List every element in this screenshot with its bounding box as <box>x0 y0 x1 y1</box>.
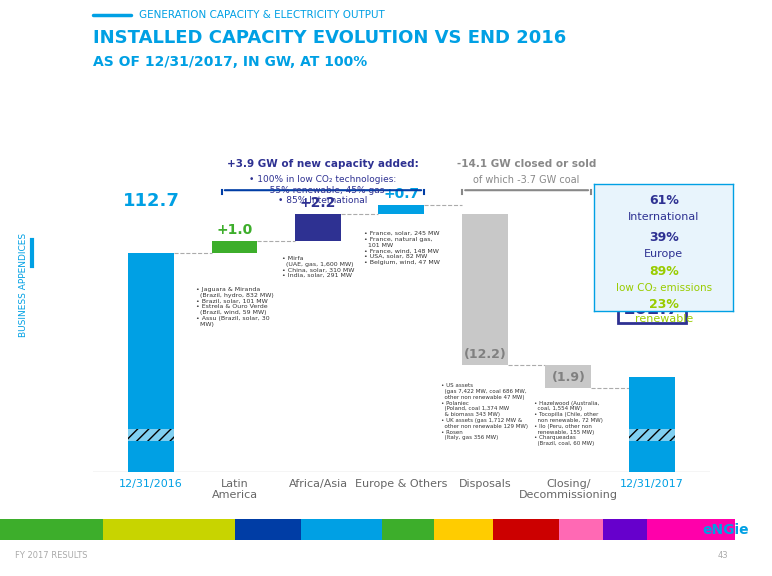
Bar <box>559 520 603 540</box>
Text: 61%: 61% <box>649 195 679 207</box>
Text: BUSINESS APPENDICES: BUSINESS APPENDICES <box>19 233 28 337</box>
Text: 112.7: 112.7 <box>123 192 180 210</box>
Text: 89%: 89% <box>649 266 679 278</box>
Text: Latin
America: Latin America <box>212 479 258 500</box>
Bar <box>235 520 301 540</box>
Text: GENERATION CAPACITY & ELECTRICITY OUTPUT: GENERATION CAPACITY & ELECTRICITY OUTPUT <box>139 10 384 20</box>
Bar <box>493 520 559 540</box>
Bar <box>301 520 382 540</box>
Text: +3.9 GW of new capacity added:: +3.9 GW of new capacity added: <box>227 159 419 169</box>
Text: • Hazelwood (Australia,
  coal, 1,554 MW)
• Tocopilla (Chile, other
  non renewa: • Hazelwood (Australia, coal, 1,554 MW) … <box>534 400 603 446</box>
Bar <box>629 377 675 472</box>
Text: Europe & Others: Europe & Others <box>355 479 448 488</box>
Text: • US assets
  (gas 7,422 MW, coal 686 MW,
  other non renewable 47 MW)
• Polanie: • US assets (gas 7,422 MW, coal 686 MW, … <box>442 383 528 441</box>
Bar <box>462 214 508 365</box>
Text: (12.2): (12.2) <box>463 348 506 361</box>
Text: +0.7: +0.7 <box>384 187 419 202</box>
Text: (1.9): (1.9) <box>551 372 585 384</box>
Bar <box>59 520 103 540</box>
Bar <box>128 253 174 472</box>
Text: +2.2: +2.2 <box>300 196 336 210</box>
Bar <box>382 520 434 540</box>
Text: • France, solar, 245 MW
• France, natural gas,
  101 MW
• France, wind, 148 MW
•: • France, solar, 245 MW • France, natura… <box>364 231 439 265</box>
Text: 39%: 39% <box>649 231 679 244</box>
Bar <box>0 520 59 540</box>
Text: • Jaguara & Miranda
  (Brazil, hydro, 832 MW)
• Brazil, solar, 101 MW
• Estrela : • Jaguara & Miranda (Brazil, hydro, 832 … <box>195 287 273 327</box>
Bar <box>103 520 235 540</box>
Text: • 100% in low CO₂ technologies:
   55% renewable, 45% gas
• 85% International: • 100% in low CO₂ technologies: 55% rene… <box>249 175 397 205</box>
Bar <box>434 520 493 540</box>
Text: AS OF 12/31/2017, IN GW, AT 100%: AS OF 12/31/2017, IN GW, AT 100% <box>93 55 367 69</box>
Text: Disposals: Disposals <box>459 479 511 488</box>
Text: INSTALLED CAPACITY EVOLUTION VS END 2016: INSTALLED CAPACITY EVOLUTION VS END 2016 <box>93 29 566 47</box>
Text: FY 2017 RESULTS: FY 2017 RESULTS <box>15 551 88 560</box>
Text: International: International <box>628 212 699 222</box>
Text: Europe: Europe <box>645 249 683 259</box>
Text: 12/31/2017: 12/31/2017 <box>620 479 684 488</box>
Bar <box>545 365 591 388</box>
Text: eNGie: eNGie <box>703 523 749 537</box>
Text: +1.0: +1.0 <box>216 223 252 237</box>
Text: • Mirfa
  (UAE, gas, 1,600 MW)
• China, solar, 310 MW
• India, solar, 291 MW: • Mirfa (UAE, gas, 1,600 MW) • China, so… <box>282 256 354 278</box>
Bar <box>378 205 425 214</box>
Text: 43: 43 <box>718 551 729 560</box>
Text: Closing/
Decommissioning: Closing/ Decommissioning <box>519 479 618 500</box>
Bar <box>128 429 174 441</box>
Bar <box>647 520 735 540</box>
Text: 12/31/2016: 12/31/2016 <box>119 479 183 488</box>
Text: low CO₂ emissions: low CO₂ emissions <box>616 283 712 293</box>
Text: 102.7: 102.7 <box>623 300 680 317</box>
Bar <box>603 520 647 540</box>
Bar <box>629 429 675 441</box>
Text: renewable: renewable <box>635 313 693 324</box>
Text: 23%: 23% <box>649 298 679 312</box>
Bar <box>295 214 341 241</box>
Bar <box>212 241 258 253</box>
Text: -14.1 GW closed or sold: -14.1 GW closed or sold <box>457 159 596 169</box>
Text: Africa/Asia: Africa/Asia <box>289 479 347 488</box>
Text: of which -3.7 GW coal: of which -3.7 GW coal <box>473 175 580 185</box>
